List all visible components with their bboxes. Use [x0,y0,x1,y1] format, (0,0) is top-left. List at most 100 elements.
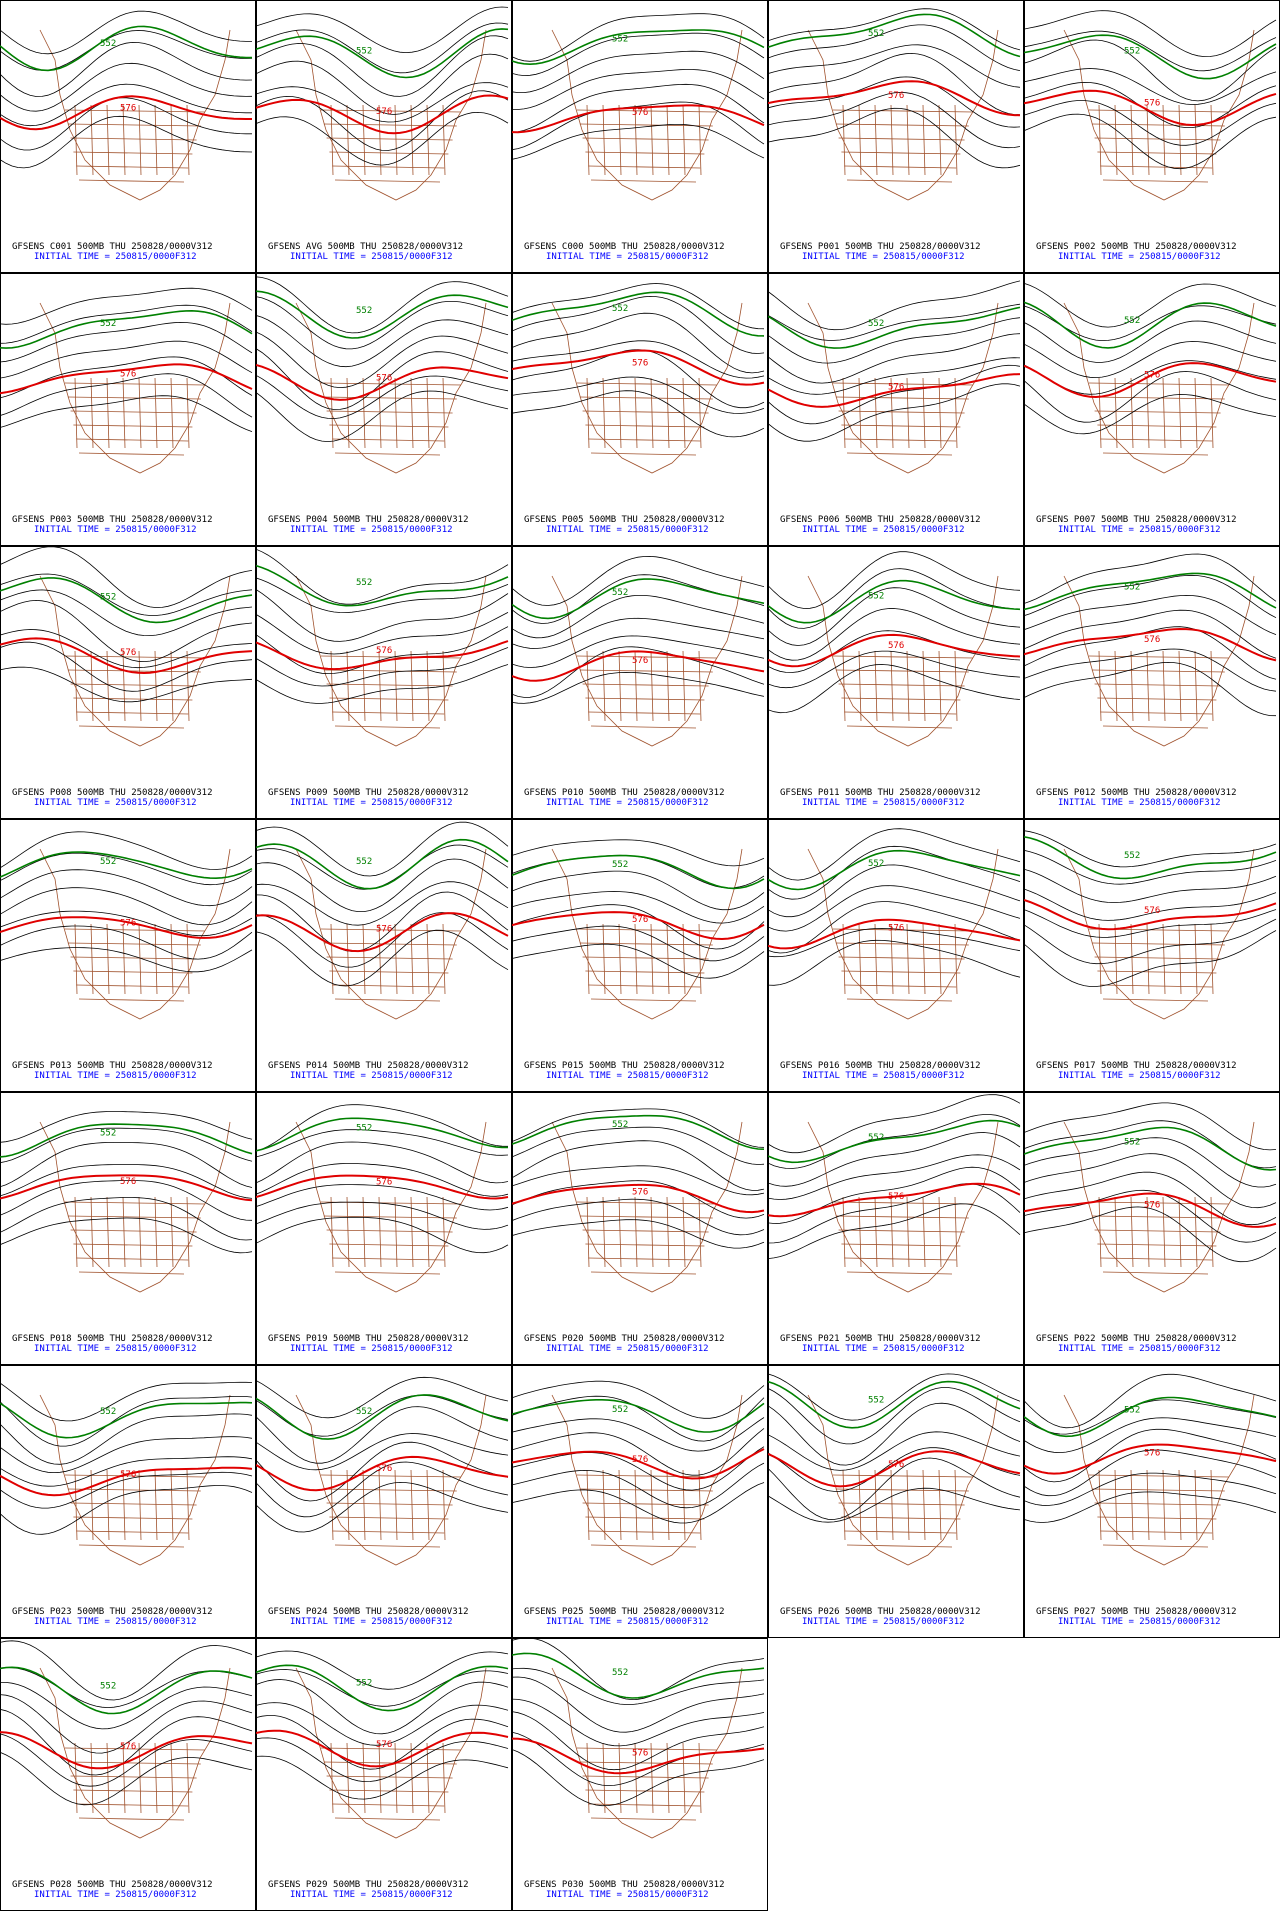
state-line [1102,1271,1209,1275]
state-line [588,1530,701,1534]
contour-label: 576 [888,91,904,101]
contour-552 [256,564,509,607]
state-line [858,104,862,176]
contour-label: 552 [100,1682,116,1692]
contour [1024,830,1277,868]
caption-bg [769,510,1023,545]
state-line [858,923,862,995]
contour [768,939,1021,986]
state-line [90,1469,94,1541]
contour [0,1164,253,1199]
caption-bg [769,1056,1023,1091]
coastline [551,29,743,201]
state-line [922,650,926,722]
contour-576 [768,80,1021,117]
contour [512,1198,765,1236]
contour [512,1749,765,1807]
state-line [330,1196,334,1268]
contour [1024,661,1277,717]
panel-title: GFSENS P028 500MB THU 250828/0000V312 [12,1880,212,1890]
contour [512,32,765,77]
panel-init-time: INITIAL TIME = 250815/0000F312 [546,252,709,262]
panel-title: GFSENS AVG 500MB THU 250828/0000V312 [268,242,463,252]
panel-title: GFSENS P002 500MB THU 250828/0000V312 [1036,242,1236,252]
panel-init-time: INITIAL TIME = 250815/0000F312 [1058,798,1221,808]
state-line [334,452,441,456]
state-line [1178,650,1182,722]
contour [512,13,765,62]
state-line [1130,923,1134,995]
state-line [170,377,174,449]
caption-bg [1,1056,255,1091]
contour-552 [512,1399,765,1433]
contour-552 [512,1652,765,1699]
state-line [426,1469,430,1541]
state-line [590,452,697,456]
contour-label: 552 [868,319,884,329]
coastline [551,1667,743,1839]
contour [0,1180,253,1221]
panel-frame [256,1638,512,1911]
state-line [1162,377,1166,449]
coastline [807,575,999,747]
state-line [1088,1474,1230,1478]
state-line [106,104,110,176]
contour [256,1679,509,1735]
map-panel: 552 576 GFSENS P023 500MB THU 250828/0000V… [0,1365,256,1638]
map-panel: 552 576 GFSENS P011 500MB THU 250828/0000V… [768,546,1024,819]
state-line [1100,1257,1213,1261]
contour-label: 552 [612,588,628,598]
contour-576 [256,1455,509,1492]
state-line [330,1742,334,1814]
state-line [618,1469,622,1541]
contour-label: 576 [120,1742,136,1752]
contour [512,870,765,911]
state-line [1098,923,1102,995]
panel-frame [1024,819,1280,1092]
contour [0,947,253,973]
coastline [807,848,999,1020]
state-line [666,377,670,449]
contour [1024,371,1277,423]
contour [0,869,253,907]
panel-frame [0,1365,256,1638]
state-line [618,1196,622,1268]
contour-552 [768,1380,1021,1429]
contour-576 [0,95,252,131]
state-line [922,923,926,995]
state-line [78,1544,185,1548]
state-line [76,984,189,988]
state-line [579,123,713,127]
coastline [551,1394,743,1566]
contour [768,91,1021,149]
panel-title: GFSENS P021 500MB THU 250828/0000V312 [780,1334,980,1344]
contour-576 [512,1737,765,1775]
contour-label: 576 [632,1187,648,1197]
contour-label: 552 [100,857,116,867]
state-line [394,650,398,722]
state-line [442,1469,446,1541]
state-line [846,452,953,456]
state-line [874,104,878,176]
contour [512,1667,765,1705]
contour-576 [256,94,509,135]
coastline [807,1121,999,1293]
contour [768,107,1021,169]
contour [256,912,509,968]
contour [0,10,252,55]
contour [512,1165,765,1196]
contour [0,666,253,703]
state-line [698,377,702,449]
panel-init-time: INITIAL TIME = 250815/0000F312 [1058,525,1221,535]
caption-bg [513,1329,767,1364]
state-line [106,1196,110,1268]
panel-title: GFSENS P001 500MB THU 250828/0000V312 [780,242,980,252]
contour-label: 552 [1124,1406,1140,1416]
state-line [634,1469,638,1541]
state-line [1100,165,1213,169]
contour-label: 552 [1124,46,1140,56]
state-line [1210,104,1214,176]
state-line [618,650,622,722]
state-line [90,1742,94,1814]
contour-576 [1024,89,1277,127]
